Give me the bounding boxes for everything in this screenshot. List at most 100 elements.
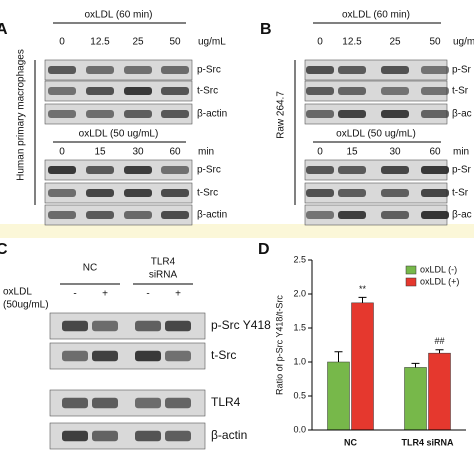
sign: - [73,289,76,300]
band [165,431,191,441]
cell-type: Raw 264.7 [276,91,287,139]
significance: ** [359,284,367,294]
band [161,87,189,95]
panel-label: C [0,241,8,258]
band [421,166,449,174]
dose: 30 [132,147,144,158]
band [92,351,118,361]
row-label: t-Src [197,188,218,199]
significance: ## [434,336,444,346]
y-axis-label: Ratio of p-Src Y418/t-Src [274,295,284,395]
dose: 50 [429,37,441,48]
treatment: oxLDL (60 min) [85,10,153,21]
error-bar [359,297,367,302]
band [381,66,409,74]
treatment: oxLDL (50 ug/mL) [336,129,416,140]
dose: 15 [94,147,106,158]
treatment: oxLDL (50 ug/mL) [79,129,159,140]
band [86,87,114,95]
band [48,87,76,95]
band [92,321,118,331]
band [86,211,114,219]
band [338,211,366,219]
band [421,110,449,118]
error-bar [335,352,343,362]
band [421,66,449,74]
sign: + [102,289,108,300]
band [124,66,152,74]
treatment: oxLDL [3,287,32,298]
dose: 0 [59,147,65,158]
row-label: β-actin [197,109,227,120]
y-tick-label: 1.0 [293,356,306,366]
group-label: TLR4 [151,257,176,268]
group-label: siRNA [149,270,178,281]
treatment: (50ug/mL) [3,300,49,311]
row-label: β-ac [452,109,472,120]
band [86,66,114,74]
band [62,398,88,408]
sign: + [175,289,181,300]
row-label: t-Sr [452,188,469,199]
band [421,211,449,219]
row-label: TLR4 [211,395,241,409]
band [421,87,449,95]
band [338,110,366,118]
x-tick-label: TLR4 siRNA [401,437,454,447]
unit: ug/m [453,37,474,48]
dose: 50 [169,37,181,48]
dose: 12.5 [90,37,110,48]
band [165,351,191,361]
dose: 60 [429,147,441,158]
y-tick-label: 2.5 [293,254,306,264]
band [381,87,409,95]
error-bar [412,363,420,367]
band [124,87,152,95]
row-label: t-Src [197,86,218,97]
bar [405,367,427,430]
y-tick-label: 1.5 [293,322,306,332]
band [124,166,152,174]
band [306,189,334,197]
band [62,321,88,331]
row-label: β-ac [452,210,472,221]
band [86,110,114,118]
band [48,211,76,219]
row-label: t-Sr [452,86,469,97]
band [338,66,366,74]
row-label: β-actin [197,210,227,221]
band [165,321,191,331]
bar [328,362,350,430]
dose: 15 [346,147,358,158]
band [338,87,366,95]
dose: 25 [132,37,144,48]
band [124,110,152,118]
legend-swatch [406,266,416,274]
treatment: oxLDL (60 min) [342,10,410,21]
band [421,189,449,197]
cell-type: Human primary macrophages [16,49,27,181]
band [86,189,114,197]
error-bar [436,350,444,353]
group-label: NC [83,263,97,274]
band [161,166,189,174]
dose: 30 [389,147,401,158]
sign: - [146,289,149,300]
row-label: p-Src [197,165,221,176]
band [306,211,334,219]
row-label: β-actin [211,428,247,442]
row-label: p-Sr [452,65,472,76]
band [161,110,189,118]
band [161,66,189,74]
y-tick-label: 0.5 [293,390,306,400]
legend-swatch [406,278,416,286]
bar [352,303,374,430]
band [161,189,189,197]
dose: 12.5 [342,37,362,48]
dose: 25 [389,37,401,48]
row-label: p-Src [197,65,221,76]
band [306,110,334,118]
band [48,166,76,174]
band [381,211,409,219]
